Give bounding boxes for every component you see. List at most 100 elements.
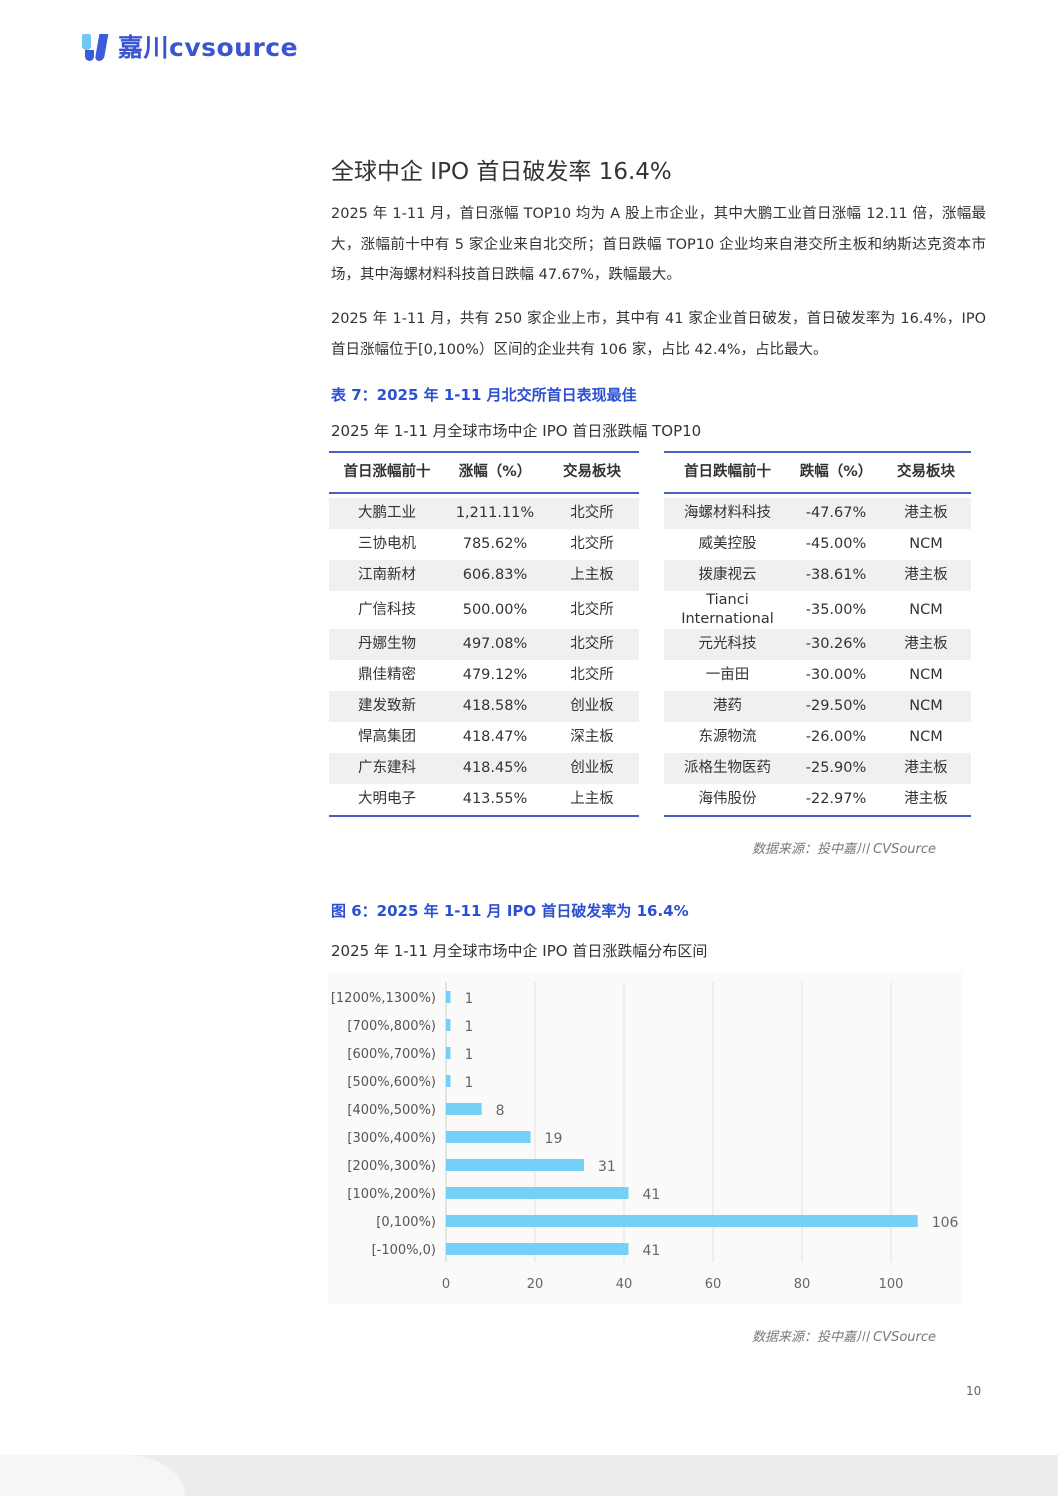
table-cell: -26.00% — [805, 729, 867, 745]
table-cell: 785.62% — [462, 536, 528, 552]
table-subtitle: 2025 年 1-11 月全球市场中企 IPO 首日涨跌幅 TOP10 — [331, 422, 702, 440]
header-cell: 首日跌幅前十 — [684, 464, 771, 480]
data-label: 106 — [932, 1215, 959, 1231]
table-caption: 表 7：2025 年 1-11 月北交所首日表现最佳 — [331, 386, 637, 404]
table-cell: 1,211.11% — [455, 505, 535, 521]
table-cell: 港主板 — [904, 505, 948, 521]
table-cell: 港主板 — [904, 760, 948, 776]
table-cell: 海螺材料科技 — [684, 505, 771, 521]
table-cell: 北交所 — [570, 601, 614, 618]
category-label: [400%,500%) — [347, 1103, 436, 1118]
category-label: [200%,300%) — [347, 1159, 436, 1174]
category-label: [300%,400%) — [347, 1131, 436, 1146]
table-cell: 港主板 — [904, 636, 948, 652]
table-row: 江南新材 606.83% 上主板 — [329, 560, 639, 591]
table-cell: 北交所 — [570, 505, 614, 521]
x-tick-label: 40 — [616, 1277, 633, 1292]
table-row: 三协电机 785.62% 北交所 — [329, 529, 639, 560]
logo-text: 嘉川cvsource — [118, 33, 299, 62]
table-cell: 东源物流 — [698, 729, 757, 745]
table-cell: 北交所 — [570, 636, 614, 652]
paragraph-2: 2025 年 1-11 月，共有 250 家企业上市，其中有 41 家企业首日破… — [331, 311, 986, 358]
table-cell: 派格生物医药 — [684, 760, 771, 776]
bar — [446, 1243, 629, 1255]
table-cell: 港主板 — [904, 791, 948, 807]
bar — [446, 1103, 482, 1115]
table-row: 大明电子 413.55% 上主板 — [329, 784, 639, 815]
bar — [446, 1075, 451, 1087]
table-row: 元光科技 -30.26% 港主板 — [664, 629, 971, 660]
table-cell: 上主板 — [570, 567, 614, 583]
footer-decoration — [0, 1455, 185, 1496]
table-header: 首日跌幅前十 跌幅（%） 交易板块 — [664, 453, 971, 494]
table-cell: 三协电机 — [358, 536, 416, 552]
header-cell: 交易板块 — [563, 464, 621, 480]
data-label: 31 — [598, 1159, 616, 1175]
distribution-bar-chart: 0 20 40 60 80 100 [1200%,1300%) 1 [700%,800%) 1 [6… — [328, 972, 962, 1304]
table-cell: NCM — [909, 536, 943, 552]
table-cell: 广信科技 — [358, 601, 416, 618]
table-cell: -35.00% — [805, 601, 867, 618]
bar — [446, 1019, 451, 1031]
table-row: 丹娜生物 497.08% 北交所 — [329, 629, 639, 660]
table-cell: 大明电子 — [358, 791, 416, 807]
data-label: 8 — [496, 1103, 505, 1119]
table-cell: 606.83% — [462, 567, 528, 583]
table-cell: 413.55% — [462, 791, 528, 807]
table-cell: 丹娜生物 — [358, 636, 416, 652]
table-cell: 500.00% — [462, 601, 528, 618]
bar — [446, 1215, 918, 1227]
figure-subtitle: 2025 年 1-11 月全球市场中企 IPO 首日涨跌幅分布区间 — [331, 942, 708, 960]
x-tick-label: 80 — [794, 1277, 811, 1292]
table-cell: 上主板 — [570, 791, 614, 807]
figure-source: 数据来源：投中嘉川 CVSource — [752, 1330, 937, 1345]
paragraph-1: 2025 年 1-11 月，首日涨幅 TOP10 均为 A 股上市企业，其中大鹏… — [331, 206, 986, 283]
category-label: [100%,200%) — [347, 1187, 436, 1202]
table-source: 数据来源：投中嘉川 CVSource — [752, 842, 937, 857]
table-cell: -25.90% — [805, 760, 867, 776]
table-cell: 418.58% — [462, 698, 528, 714]
table-cell: 深主板 — [570, 729, 614, 745]
data-label: 41 — [642, 1187, 660, 1203]
table-cell: 建发致新 — [358, 698, 416, 714]
bar — [446, 1187, 629, 1199]
header-cell: 交易板块 — [897, 464, 955, 480]
table-cell: 海伟股份 — [698, 791, 757, 807]
header-cell: 涨幅（%） — [458, 464, 532, 480]
table-cell: 拨康视云 — [698, 567, 757, 583]
data-label: 1 — [464, 1019, 473, 1035]
category-label: [700%,800%) — [347, 1019, 436, 1034]
logo-mark-icon — [82, 31, 112, 61]
table-cell: 鼎佳精密 — [358, 667, 416, 683]
table-cell: 一亩田 — [705, 667, 750, 683]
page-number: 10 — [966, 1384, 982, 1398]
data-label: 1 — [464, 1075, 473, 1091]
table-cell: 元光科技 — [698, 636, 757, 652]
table-cell: NCM — [909, 667, 943, 683]
table-cell: 江南新材 — [358, 567, 416, 583]
table-row: 一亩田 -30.00% NCM — [664, 660, 971, 691]
table-row: 广东建科 418.45% 创业板 — [329, 753, 639, 784]
table-row: 海伟股份 -22.97% 港主板 — [664, 784, 971, 815]
table-cell: -29.50% — [805, 698, 867, 714]
table-cell: 大鹏工业 — [358, 505, 416, 521]
data-label: 19 — [545, 1131, 563, 1147]
table-cell: 港药 — [713, 698, 742, 714]
table-cell: 创业板 — [570, 698, 614, 714]
table-cell: 港主板 — [904, 567, 948, 583]
table-cell: NCM — [909, 601, 943, 618]
table-cell: 悍高集团 — [358, 729, 416, 745]
bar — [446, 1131, 531, 1143]
logo: 嘉川cvsource — [82, 28, 298, 64]
table-cell: -47.67% — [805, 505, 867, 521]
x-tick-label: 100 — [879, 1277, 904, 1292]
table-row: 鼎佳精密 479.12% 北交所 — [329, 660, 639, 691]
bar — [446, 1159, 584, 1171]
table-cell: -38.61% — [805, 567, 867, 583]
x-tick-label: 20 — [527, 1277, 544, 1292]
table-cell: -45.00% — [805, 536, 867, 552]
table-cell: -30.26% — [805, 636, 867, 652]
table-row: 港药 -29.50% NCM — [664, 691, 971, 722]
header-cell: 跌幅（%） — [799, 464, 873, 480]
